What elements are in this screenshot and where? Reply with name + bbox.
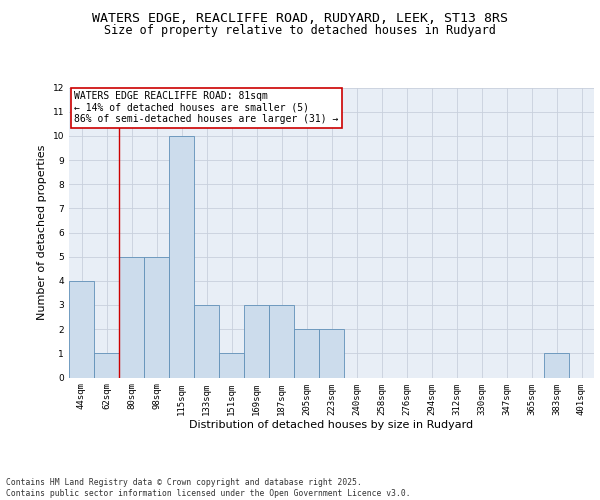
Text: WATERS EDGE, REACLIFFE ROAD, RUDYARD, LEEK, ST13 8RS: WATERS EDGE, REACLIFFE ROAD, RUDYARD, LE… [92, 12, 508, 26]
Text: Contains HM Land Registry data © Crown copyright and database right 2025.
Contai: Contains HM Land Registry data © Crown c… [6, 478, 410, 498]
Y-axis label: Number of detached properties: Number of detached properties [37, 145, 47, 320]
Text: Size of property relative to detached houses in Rudyard: Size of property relative to detached ho… [104, 24, 496, 37]
Bar [119, 256, 144, 378]
Bar [244, 305, 269, 378]
Bar [544, 354, 569, 378]
Bar [294, 329, 319, 378]
X-axis label: Distribution of detached houses by size in Rudyard: Distribution of detached houses by size … [190, 420, 473, 430]
Bar [219, 354, 244, 378]
Bar [169, 136, 194, 378]
Bar [94, 354, 119, 378]
Bar [194, 305, 219, 378]
Bar [144, 256, 169, 378]
Text: WATERS EDGE REACLIFFE ROAD: 81sqm
← 14% of detached houses are smaller (5)
86% o: WATERS EDGE REACLIFFE ROAD: 81sqm ← 14% … [74, 91, 338, 124]
Bar [319, 329, 344, 378]
Bar [269, 305, 294, 378]
Bar [69, 281, 94, 378]
